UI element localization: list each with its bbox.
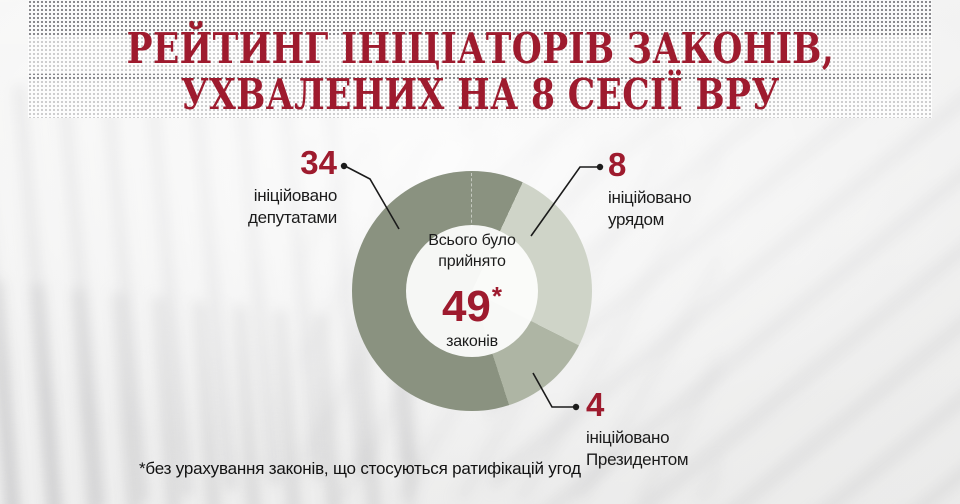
president-value: 4 bbox=[586, 386, 605, 423]
title-band: РЕЙТИНГ ІНІЦІАТОРІВ ЗАКОНІВ, УХВАЛЕНИХ Н… bbox=[28, 0, 932, 118]
center-text-line-1: Всього було bbox=[428, 232, 516, 249]
footnote: *без урахування законів, що стосуються р… bbox=[139, 459, 581, 478]
government-caption-line-2: урядом bbox=[608, 210, 665, 229]
callout-president: 4 ініційовано Президентом bbox=[586, 386, 689, 471]
center-text-line-3: законів bbox=[446, 333, 498, 350]
president-caption-line-2: Президентом bbox=[586, 450, 689, 469]
government-value: 8 bbox=[608, 146, 627, 183]
title-strip-2 bbox=[28, 80, 932, 118]
donut-center-text: Всього було прийнято 49* законів bbox=[352, 171, 592, 411]
donut-hole bbox=[406, 225, 538, 357]
deputies-caption: ініційовано депутатами bbox=[248, 185, 337, 229]
president-caption-line-1: ініційовано bbox=[586, 428, 670, 447]
donut-chart: Всього було прийнято 49* законів bbox=[352, 171, 592, 411]
callout-deputies: 34 ініційовано депутатами bbox=[248, 144, 337, 229]
total-laws-value: 49* bbox=[442, 273, 502, 330]
center-text-line-2: прийнято bbox=[438, 253, 506, 270]
page-title-line-2-text: УХВАЛЕНИХ НА 8 СЕСІЇ ВРУ bbox=[180, 70, 780, 119]
government-caption-line-1: ініційовано bbox=[608, 188, 692, 207]
deputies-value: 34 bbox=[300, 144, 337, 181]
president-caption: ініційовано Президентом bbox=[586, 427, 689, 471]
deputies-caption-line-2: депутатами bbox=[248, 208, 337, 227]
donut-segment-divider bbox=[471, 173, 472, 228]
title-strip-1 bbox=[28, 36, 932, 74]
total-laws-number: 49 bbox=[441, 282, 491, 331]
page-title-line-1: РЕЙТИНГ ІНІЦІАТОРІВ ЗАКОНІВ, bbox=[28, 27, 932, 71]
callout-government: 8 ініційовано урядом bbox=[608, 146, 692, 231]
page-title-line-2: УХВАЛЕНИХ НА 8 СЕСІЇ ВРУ bbox=[28, 73, 932, 117]
asterisk-marker: * bbox=[491, 281, 503, 311]
deputies-caption-line-1: ініційовано bbox=[253, 186, 338, 205]
page-title-line-1-text: РЕЙТИНГ ІНІЦІАТОРІВ ЗАКОНІВ, bbox=[126, 24, 834, 73]
government-caption: ініційовано урядом bbox=[608, 187, 692, 231]
